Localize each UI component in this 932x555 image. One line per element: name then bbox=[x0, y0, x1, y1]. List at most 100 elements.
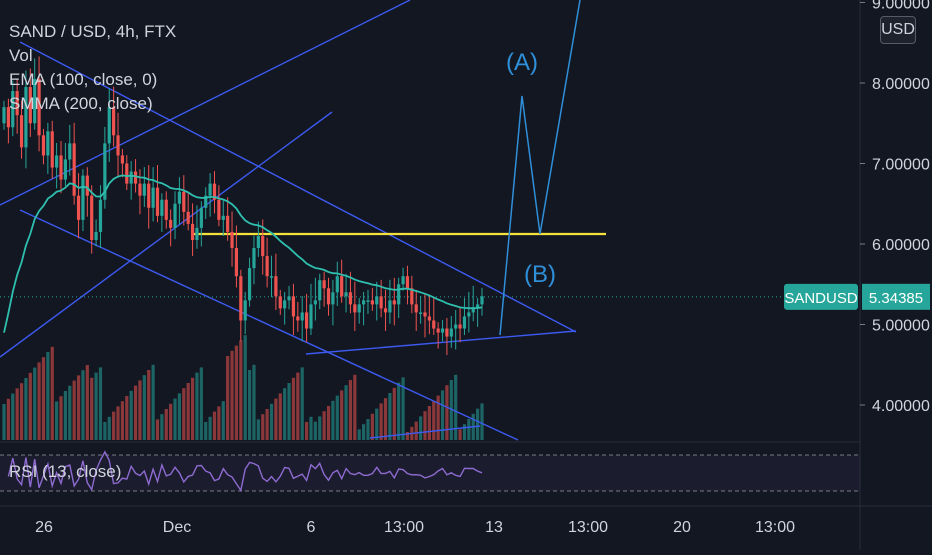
volume-bar bbox=[195, 372, 199, 440]
x-tick-label: 6 bbox=[307, 519, 316, 536]
symbol-tag: SANDUSD bbox=[784, 290, 858, 307]
volume-bar bbox=[72, 380, 76, 440]
volume-bar bbox=[208, 416, 212, 440]
y-tick-label: 7.00000 bbox=[872, 157, 930, 174]
volume-bar bbox=[24, 378, 28, 440]
volume-bar bbox=[107, 416, 111, 440]
volume-bar bbox=[204, 422, 208, 440]
volume-bar bbox=[190, 377, 195, 440]
volume-bar bbox=[68, 385, 72, 440]
candle-body bbox=[432, 320, 436, 329]
candle-body bbox=[397, 284, 401, 305]
candle-body bbox=[366, 300, 370, 302]
channel-line-middle bbox=[0, 111, 333, 358]
candle-body bbox=[133, 171, 138, 184]
volume-bar bbox=[41, 357, 46, 440]
candle-body bbox=[208, 183, 212, 196]
candle-body bbox=[142, 183, 146, 196]
ascending-support-line bbox=[305, 330, 577, 355]
symbol-tag-bg bbox=[784, 283, 858, 310]
volume-bar bbox=[269, 403, 274, 440]
candle-body bbox=[256, 235, 260, 249]
candle-body bbox=[103, 143, 107, 200]
rsi-pane bbox=[0, 450, 860, 493]
volume-bar bbox=[392, 387, 396, 440]
candle-body bbox=[186, 211, 190, 224]
volume-bar bbox=[432, 400, 436, 440]
candle-body bbox=[480, 296, 484, 305]
candle-body bbox=[2, 107, 6, 124]
volume-bar bbox=[142, 375, 146, 440]
candle-body bbox=[90, 195, 94, 240]
candle-body bbox=[147, 183, 151, 208]
candle-body bbox=[204, 195, 208, 208]
volume-bar bbox=[169, 403, 173, 440]
candle-body bbox=[37, 78, 41, 136]
annotations: (A) (B) SANDUSD 5.34385 bbox=[506, 49, 930, 310]
volume-bar bbox=[480, 403, 484, 440]
candle-body bbox=[375, 296, 379, 305]
candle-body bbox=[348, 292, 353, 305]
legend-ema[interactable]: EMA (100, close, 0) bbox=[9, 70, 158, 89]
currency-button[interactable]: USD bbox=[880, 16, 916, 44]
candle-body bbox=[445, 328, 449, 337]
volume-bar bbox=[182, 388, 186, 440]
volume-bar bbox=[133, 385, 138, 440]
legend-smma[interactable]: SMMA (200, close) bbox=[9, 94, 153, 113]
volume-bar bbox=[357, 429, 361, 440]
volume-bar bbox=[243, 335, 247, 440]
candle-body bbox=[81, 175, 85, 220]
volume-bar bbox=[335, 395, 339, 440]
candle-body bbox=[300, 312, 304, 321]
candle-body bbox=[221, 215, 225, 220]
candle-body bbox=[138, 183, 142, 196]
volume-bar bbox=[375, 408, 379, 440]
volume-bar bbox=[454, 374, 458, 440]
candle-body bbox=[125, 163, 129, 184]
rsi-band bbox=[0, 455, 860, 491]
legend: SAND / USD, 4h, FTX Vol EMA (100, close,… bbox=[9, 20, 176, 116]
volume-bar bbox=[63, 391, 67, 440]
candle-body bbox=[129, 171, 133, 184]
candle-body bbox=[199, 207, 203, 228]
candle-body bbox=[344, 292, 348, 297]
candle-body bbox=[476, 304, 480, 309]
candle-body bbox=[449, 328, 453, 337]
wave-a-label: (A) bbox=[506, 49, 538, 76]
volume-bar bbox=[283, 388, 287, 440]
candle-body bbox=[226, 215, 230, 232]
volume-bar bbox=[155, 419, 160, 440]
legend-rsi[interactable]: RSI (13, close) bbox=[9, 462, 122, 481]
volume-bar bbox=[340, 390, 344, 440]
candle-body bbox=[340, 276, 344, 297]
volume-bar bbox=[326, 406, 331, 440]
candle-body bbox=[361, 300, 366, 305]
candle-body bbox=[269, 276, 274, 278]
volume-bar bbox=[28, 372, 32, 440]
volume-bar bbox=[379, 403, 383, 440]
volume-bar bbox=[98, 367, 103, 440]
volume-bar bbox=[217, 406, 221, 440]
candle-body bbox=[28, 87, 32, 124]
legend-title[interactable]: SAND / USD, 4h, FTX bbox=[9, 22, 177, 41]
volume-bar bbox=[173, 398, 177, 440]
legend-vol[interactable]: Vol bbox=[9, 46, 33, 65]
candle-body bbox=[309, 304, 313, 329]
volume-bar bbox=[239, 340, 243, 440]
volume-bar bbox=[76, 375, 81, 440]
volume-bar bbox=[291, 377, 296, 440]
candle-body bbox=[379, 296, 383, 309]
volume-bar bbox=[419, 416, 423, 440]
candle-body bbox=[410, 288, 414, 305]
candle-body bbox=[278, 296, 282, 309]
volume-bar bbox=[221, 401, 225, 440]
candle-body bbox=[296, 316, 300, 321]
candle-body bbox=[357, 304, 361, 313]
wave-b-label: (B) bbox=[524, 261, 556, 288]
x-tick-label: 20 bbox=[673, 519, 691, 536]
candle-body bbox=[419, 312, 423, 314]
x-tick-label: 13 bbox=[485, 519, 503, 536]
